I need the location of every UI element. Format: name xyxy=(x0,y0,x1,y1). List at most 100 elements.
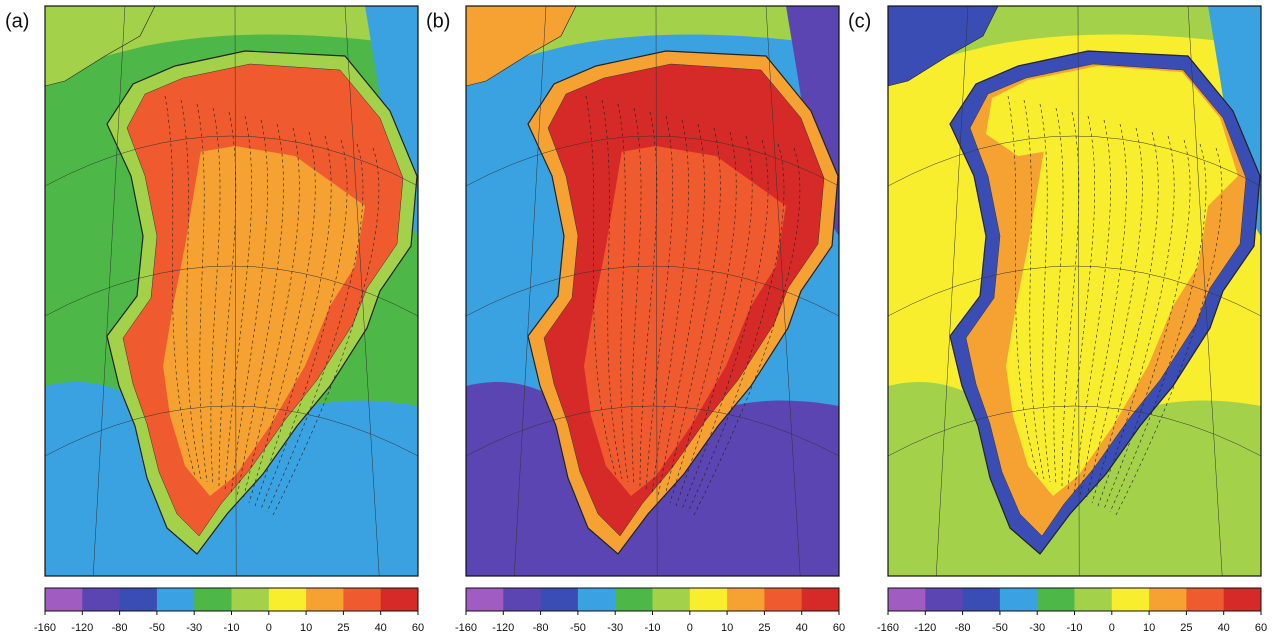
elevation-contour xyxy=(601,99,623,480)
graticule xyxy=(765,6,801,576)
colorbar-tick-label: -160 xyxy=(34,622,56,634)
colorbar-tick-label: 60 xyxy=(412,622,424,634)
elevation-contour xyxy=(260,139,348,510)
elevation-contour xyxy=(196,103,208,483)
colorbar-swatch xyxy=(577,588,616,611)
colorbar-swatch xyxy=(801,588,840,611)
graticule xyxy=(1187,6,1223,576)
colorbar-tick-label: -10 xyxy=(645,622,661,634)
colorbar-tick-label: 40 xyxy=(1218,622,1230,634)
map-frame xyxy=(44,5,419,577)
map-panel xyxy=(887,5,1262,577)
colorbar-tick-label: -10 xyxy=(224,622,240,634)
colorbar-tick-label: -120 xyxy=(914,622,936,634)
colorbar-swatch xyxy=(925,588,964,611)
colorbar-tick-label: 10 xyxy=(300,622,312,634)
elevation-contour xyxy=(1039,103,1051,483)
canada xyxy=(45,6,156,87)
map xyxy=(466,6,839,576)
elevation-contour xyxy=(675,135,753,507)
elevation-contour xyxy=(1097,135,1175,507)
graticule xyxy=(45,135,418,187)
elevation-contour xyxy=(631,107,642,486)
graticule xyxy=(234,6,237,576)
colorbar-tick-label: -80 xyxy=(112,622,128,634)
elevation-contour xyxy=(681,139,769,510)
colorbar-tick-label: 60 xyxy=(1255,622,1267,634)
colorbar-swatch xyxy=(615,588,653,611)
colorbar-tick-label: 25 xyxy=(758,622,770,634)
elevation-contour xyxy=(224,115,253,492)
elevation-contour xyxy=(669,131,737,504)
colorbar-tick-label: -50 xyxy=(570,622,586,634)
colorbar-swatch xyxy=(764,588,803,611)
colorbar-swatch xyxy=(380,588,419,611)
graticule xyxy=(466,135,839,187)
colorbar-swatch xyxy=(466,588,504,611)
graticule xyxy=(513,6,547,576)
colorbar-swatch xyxy=(119,588,158,611)
colorbar-swatch xyxy=(727,588,765,611)
elevation-contour xyxy=(1103,139,1191,510)
elevation-contour xyxy=(617,103,629,483)
colorbar-swatch xyxy=(268,588,307,611)
elevation-contour xyxy=(272,147,380,516)
colorbar-tick-label: -50 xyxy=(992,622,1008,634)
map-panel xyxy=(44,5,419,577)
colorbar-swatch xyxy=(540,588,579,611)
colorbar-tick-label: 40 xyxy=(796,622,808,634)
elevation-contour xyxy=(164,95,196,477)
colorbar-tick-label: -120 xyxy=(71,622,93,634)
elevation-contour xyxy=(248,131,316,504)
colorbar-swatch xyxy=(503,588,542,611)
colorbar-tick-label: 25 xyxy=(337,622,349,634)
graticule xyxy=(888,405,1261,457)
graticule xyxy=(935,6,969,576)
elevation-contour xyxy=(236,123,284,498)
colorbar-swatch xyxy=(999,588,1038,611)
colorbar-tick-label: 60 xyxy=(833,622,845,634)
panel-label: (c) xyxy=(848,10,871,32)
colorbar-tick-label: -160 xyxy=(455,622,477,634)
elevation-contour xyxy=(693,147,801,516)
colorbar-swatch xyxy=(1186,588,1225,611)
colorbar-swatch xyxy=(194,588,232,611)
canada xyxy=(466,6,577,87)
elevation-contour xyxy=(180,99,202,480)
panel-label: (b) xyxy=(426,10,450,32)
elevation-contour xyxy=(1079,123,1127,498)
colorbar-swatch xyxy=(231,588,270,611)
elevation-contour xyxy=(1115,147,1223,516)
graticule xyxy=(466,265,839,317)
graticule xyxy=(45,405,418,457)
map-frame xyxy=(465,5,840,577)
elevation-contour xyxy=(1023,99,1045,480)
colorbar-tick-label: -30 xyxy=(186,622,202,634)
elevation-contour xyxy=(645,115,674,492)
colorbar-tick-label: -80 xyxy=(955,622,971,634)
colorbar-tick-label: -50 xyxy=(149,622,165,634)
colorbar-tick-label: -10 xyxy=(1067,622,1083,634)
graticule xyxy=(655,6,658,576)
panel-label: (a) xyxy=(5,10,29,32)
elevation-contour xyxy=(657,123,705,498)
colorbar-tick-label: 10 xyxy=(1143,622,1155,634)
elevation-contour xyxy=(1073,119,1111,495)
colorbar-tick-label: -30 xyxy=(1029,622,1045,634)
elevation-contour xyxy=(1053,107,1064,486)
colorbar-tick-label: -120 xyxy=(492,622,514,634)
colorbar-swatch xyxy=(962,588,1001,611)
colorbar-swatch xyxy=(82,588,121,611)
colorbar-tick-label: 10 xyxy=(721,622,733,634)
colorbar-tick-label: 0 xyxy=(1109,622,1115,634)
graticule xyxy=(92,6,126,576)
elevation-contour xyxy=(651,119,689,495)
colorbar-tick-label: 40 xyxy=(375,622,387,634)
colorbar-swatch xyxy=(156,588,195,611)
colorbar-tick-label: -30 xyxy=(607,622,623,634)
graticule xyxy=(1077,6,1080,576)
graticule xyxy=(888,135,1261,187)
colorbar-tick-label: -80 xyxy=(533,622,549,634)
ice-north xyxy=(564,66,816,206)
